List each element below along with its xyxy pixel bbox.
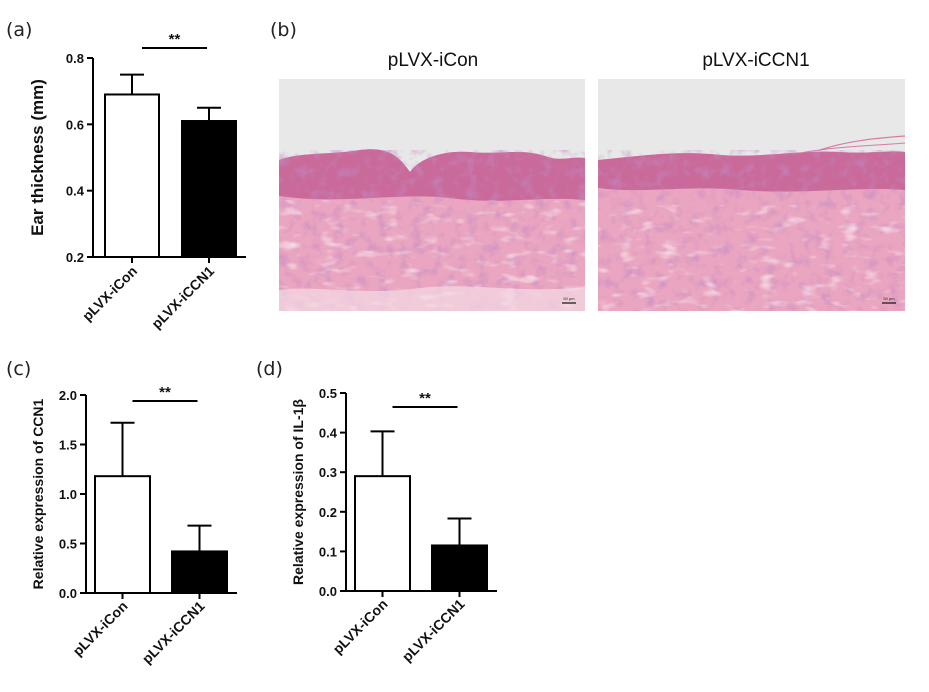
y-tick-label: 0.5 [319,386,337,401]
y-axis-title: Relative expression of IL-1β [290,399,306,585]
y-axis-title: Ear thickness (mm) [28,79,47,236]
bar [354,475,411,592]
y-tick-label: 0.0 [319,584,337,599]
bar [94,475,151,594]
category-label: pLVX-iCCN1 [148,263,217,332]
significance-label: ** [159,384,171,401]
histology-title-left: pLVX-iCon [388,50,478,71]
histology-image-right: 50 µm [598,79,906,311]
y-tick-label: 0.1 [319,544,337,559]
histology-title-right: pLVX-iCCN1 [702,50,809,71]
bar [181,120,237,259]
category-label: pLVX-iCCN1 [139,598,208,667]
category-label: pLVX-iCon [69,598,130,659]
y-tick-label: 0.4 [66,184,85,199]
category-label: pLVX-iCon [329,596,390,657]
y-tick-label: 0.6 [66,117,84,132]
category-label: pLVX-iCCN1 [399,596,468,665]
y-tick-label: 1.0 [59,487,77,502]
y-tick-label: 0.5 [59,537,77,552]
y-tick-label: 0.3 [319,465,337,480]
significance-label: ** [419,390,431,407]
panel-label-b: (b) [270,19,297,41]
panel-label-d: (d) [256,358,283,380]
y-tick-label: 0.2 [66,250,84,265]
bar [104,93,160,258]
y-tick-label: 0.2 [319,505,337,520]
chart-il1b-expression: 0.0 0.1 0.2 0.3 0.4 0.5 pLVX-iCon pLVX-iCCN1 Rel… [290,386,497,665]
y-axis-title: Relative expression of CCN1 [30,398,46,589]
scale-bar-right-label: 50 µm [883,296,895,301]
chart-ear-thickness: 0.2 0.4 0.6 0.8 pLVX-iCon pLVX-iCCN1 Ear thick… [28,31,246,332]
bar [431,544,488,593]
scale-bar-left-label: 50 µm [563,296,575,301]
y-tick-label: 0.8 [66,51,84,66]
y-tick-label: 1.5 [59,438,77,453]
panel-label-a: (a) [6,19,32,41]
histology-image-left: 50 µm [279,79,585,311]
category-label: pLVX-iCon [79,263,140,324]
chart-ccn1-expression: 0.0 0.5 1.0 1.5 2.0 pLVX-iCon pLVX-iCCN1 Relati… [30,384,237,667]
bar [171,550,228,594]
y-tick-label: 0.0 [59,586,77,601]
significance-label: ** [169,31,181,48]
y-tick-label: 0.4 [319,426,338,441]
y-tick-label: 2.0 [59,388,77,403]
panel-label-c: (c) [6,358,31,380]
